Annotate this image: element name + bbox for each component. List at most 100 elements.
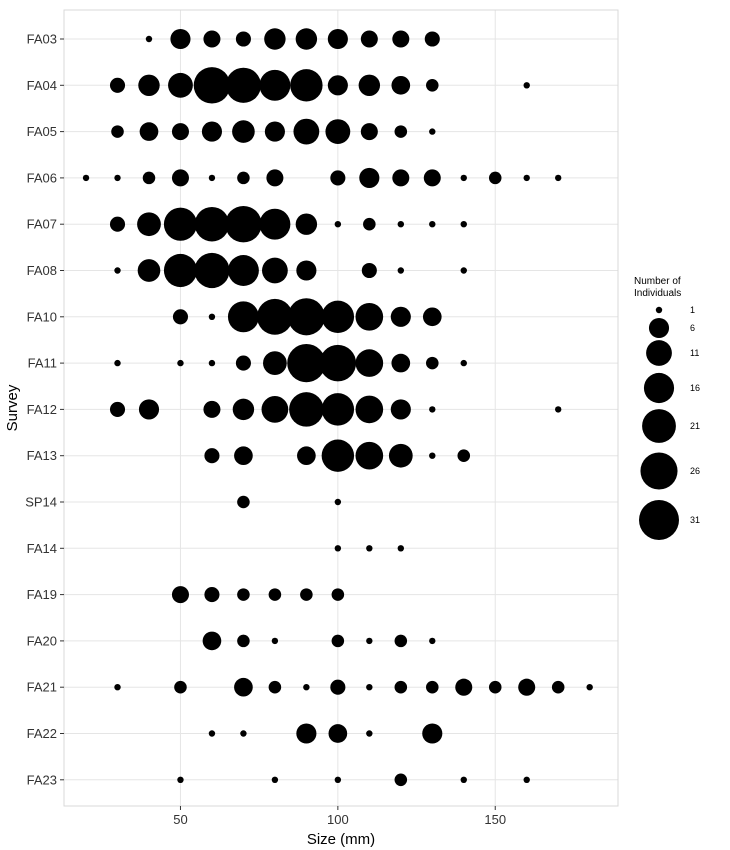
data-point: [138, 74, 160, 97]
data-point: [426, 680, 439, 694]
data-point: [109, 216, 126, 232]
y-tick-label: FA06: [27, 170, 57, 185]
data-point: [426, 356, 439, 370]
y-axis-title: Survey: [4, 384, 21, 431]
data-point: [426, 79, 439, 92]
data-point: [203, 30, 221, 48]
data-point: [170, 28, 191, 50]
y-tick-label: FA04: [27, 78, 57, 93]
data-point: [366, 637, 373, 645]
y-axis: FA03 FA04 FA05 FA06 FA07 FA08 FA10 FA11 FA12 FA13…: [25, 32, 64, 787]
data-point: [259, 69, 291, 101]
data-point: [361, 262, 377, 279]
plot-panel: [63, 9, 619, 807]
data-point: [172, 309, 189, 325]
data-point: [554, 174, 562, 182]
data-point: [359, 167, 380, 188]
data-point: [355, 395, 384, 424]
data-point: [114, 267, 121, 274]
data-point: [422, 307, 442, 327]
data-point: [455, 678, 473, 696]
data-point: [397, 545, 405, 552]
data-point: [366, 684, 373, 691]
legend-title-line-1: Number of: [634, 276, 681, 287]
data-point: [423, 169, 441, 187]
data-point: [321, 393, 355, 426]
data-point: [111, 125, 124, 138]
data-point: [422, 723, 443, 744]
x-axis: 50 100 150: [173, 806, 506, 827]
data-point: [457, 449, 471, 462]
data-point: [177, 359, 184, 367]
data-point: [523, 82, 530, 89]
data-point: [391, 353, 411, 373]
data-point: [397, 221, 405, 228]
data-point: [296, 723, 317, 744]
data-points: [82, 28, 593, 787]
data-point: [268, 680, 282, 694]
data-point: [394, 125, 408, 138]
data-point: [331, 634, 345, 648]
y-tick-label: FA08: [27, 263, 57, 278]
data-point: [139, 122, 159, 141]
data-point: [523, 776, 530, 783]
y-tick-label: FA12: [27, 402, 57, 417]
legend-label: 1: [690, 305, 695, 315]
data-point: [208, 313, 216, 320]
data-point: [204, 448, 220, 464]
legend-key: [643, 372, 675, 404]
data-point: [554, 406, 562, 413]
x-axis-title: Size (mm): [307, 831, 375, 848]
data-point: [137, 259, 161, 282]
data-point: [518, 678, 536, 696]
data-point: [289, 392, 324, 427]
data-point: [334, 221, 342, 228]
data-point: [208, 359, 216, 367]
y-tick-label: FA14: [27, 541, 57, 556]
data-point: [114, 359, 121, 367]
legend-key: [655, 306, 663, 314]
data-point: [271, 776, 279, 783]
data-point: [429, 128, 436, 135]
data-point: [325, 119, 351, 145]
data-point: [234, 446, 253, 466]
data-point: [225, 205, 262, 243]
data-point: [321, 439, 355, 472]
y-tick-label: FA11: [28, 356, 57, 371]
data-point: [235, 355, 251, 371]
data-point: [460, 359, 467, 367]
data-point: [394, 680, 408, 694]
data-point: [237, 171, 250, 185]
y-tick-label: SP14: [25, 495, 57, 510]
data-point: [390, 306, 411, 327]
y-tick-label: FA23: [27, 772, 57, 787]
data-point: [355, 349, 384, 377]
y-tick-label: FA13: [27, 448, 57, 463]
data-point: [355, 441, 384, 470]
legend-key: [639, 500, 679, 540]
legend-key: [646, 340, 672, 366]
data-point: [194, 206, 230, 242]
data-point: [394, 634, 408, 648]
data-point: [237, 634, 250, 648]
x-tick-label: 150: [484, 812, 506, 827]
data-point: [261, 396, 289, 423]
data-point: [319, 344, 357, 382]
data-point: [334, 498, 342, 506]
y-tick-label: FA03: [27, 32, 57, 47]
data-point: [300, 588, 313, 601]
data-point: [177, 776, 184, 783]
legend-label: 21: [690, 421, 700, 431]
legend-key: [642, 409, 676, 443]
data-point: [397, 267, 405, 274]
y-tick-label: FA20: [27, 633, 57, 648]
data-point: [171, 123, 189, 141]
data-point: [227, 301, 259, 333]
data-point: [295, 28, 318, 50]
data-point: [235, 31, 251, 47]
data-point: [551, 680, 565, 694]
data-point: [388, 443, 413, 468]
data-point: [261, 257, 288, 284]
data-point: [331, 588, 345, 601]
